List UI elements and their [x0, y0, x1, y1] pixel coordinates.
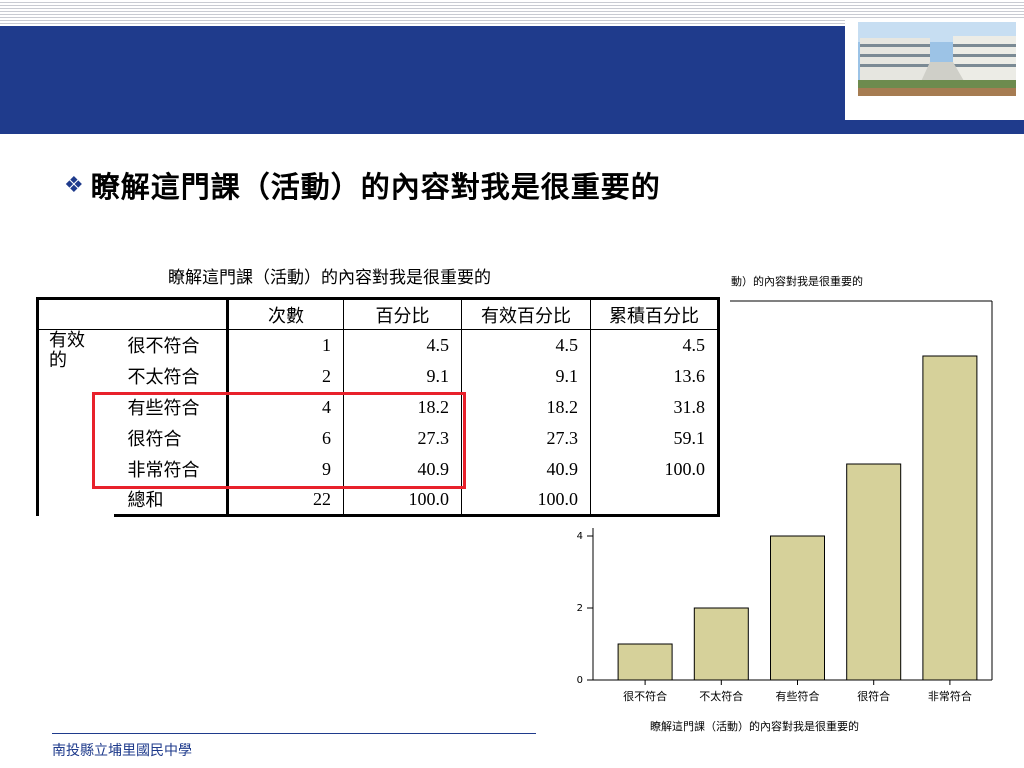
header-blank-1	[36, 297, 114, 330]
row-label: 總和	[113, 484, 229, 517]
row-valid-percent: 100.0	[461, 484, 591, 517]
row-cumulative-percent: 31.8	[590, 391, 720, 423]
x-tick-label: 非常符合	[928, 689, 972, 703]
row-cumulative-percent: 13.6	[590, 360, 720, 392]
header-cumulative-percent: 累積百分比	[590, 297, 720, 330]
slide-heading-text: 瞭解這門課（活動）的內容對我是很重要的	[90, 170, 661, 204]
row-percent: 4.5	[343, 329, 462, 361]
bar	[846, 463, 902, 681]
table-row: 很符合 6 27.3 27.3 59.1	[38, 422, 720, 454]
y-tick-label: 4	[577, 531, 583, 542]
row-percent: 100.0	[343, 484, 462, 517]
row-label: 不太符合	[113, 360, 229, 392]
row-valid-percent: 9.1	[461, 360, 591, 392]
footer-school-name: 南投縣立埔里國民中學	[52, 743, 192, 759]
bar	[922, 355, 978, 681]
row-count: 9	[227, 453, 344, 485]
row-percent: 27.3	[343, 422, 462, 454]
chart-x-axis-title: 瞭解這門課（活動）的內容對我是很重要的	[650, 720, 859, 733]
row-valid-percent: 18.2	[461, 391, 591, 423]
x-tick-label: 很不符合	[623, 689, 667, 703]
diamond-bullet-icon: ❖	[64, 172, 85, 198]
school-building-photo	[858, 22, 1016, 96]
row-label: 很符合	[113, 422, 229, 454]
row-label: 非常符合	[113, 453, 229, 485]
table-header-row: 次數 百分比 有效百分比 累積百分比	[36, 297, 720, 330]
x-tick-label: 有些符合	[776, 689, 820, 703]
highlight-box	[92, 392, 466, 489]
header-percent: 百分比	[343, 297, 462, 330]
row-percent: 18.2	[343, 391, 462, 423]
row-count: 22	[227, 484, 344, 517]
y-tick-label: 0	[577, 675, 583, 686]
row-cumulative-percent: 4.5	[590, 329, 720, 361]
bar	[770, 535, 825, 681]
table-row: 非常符合 9 40.9 40.9 100.0	[38, 453, 720, 485]
row-count: 6	[227, 422, 344, 454]
table-row: 有效的 很不符合 1 4.5 4.5 4.5	[36, 329, 720, 516]
header-blank-2	[113, 297, 229, 330]
row-label: 很不符合	[113, 329, 229, 361]
table-row: 有些符合 4 18.2 18.2 31.8	[38, 391, 720, 423]
y-tick-label: 2	[577, 603, 583, 614]
x-tick-label: 很符合	[857, 689, 890, 703]
table-row-total: 總和 22 100.0 100.0	[38, 484, 720, 517]
row-cumulative-percent: 59.1	[590, 422, 720, 454]
row-valid-percent: 4.5	[461, 329, 591, 361]
row-count: 4	[227, 391, 344, 423]
row-count: 2	[227, 360, 344, 392]
row-label: 有些符合	[113, 391, 229, 423]
chart-title: 動）的內容對我是很重要的	[731, 275, 863, 288]
row-valid-percent: 40.9	[461, 453, 591, 485]
header-valid-percent: 有效百分比	[461, 297, 591, 330]
slide-heading: ❖ 瞭解這門課（活動）的內容對我是很重要的	[64, 164, 661, 206]
header-count: 次數	[227, 297, 344, 330]
bar	[617, 643, 673, 681]
footer-divider	[52, 733, 536, 734]
row-count: 1	[227, 329, 344, 361]
x-tick-label: 不太符合	[699, 689, 743, 703]
row-percent: 40.9	[343, 453, 462, 485]
bar-chart: 0 2 4 很不符合 不太符合 有些符合 很符合 非常符合	[577, 300, 993, 703]
row-cumulative-percent: 100.0	[590, 453, 720, 485]
row-valid-percent: 27.3	[461, 422, 591, 454]
table-row: 不太符合 2 9.1 9.1 13.6	[38, 360, 720, 392]
row-cumulative-percent	[590, 484, 720, 517]
group-label-text: 有效的	[49, 330, 85, 370]
row-percent: 9.1	[343, 360, 462, 392]
frequency-table: 次數 百分比 有效百分比 累積百分比 有效的 很不符合 1 4.5 4.5 4.…	[36, 297, 720, 517]
group-label: 有效的	[36, 329, 114, 516]
table-title: 瞭解這門課（活動）的內容對我是很重要的	[168, 268, 491, 288]
bar	[693, 607, 749, 681]
